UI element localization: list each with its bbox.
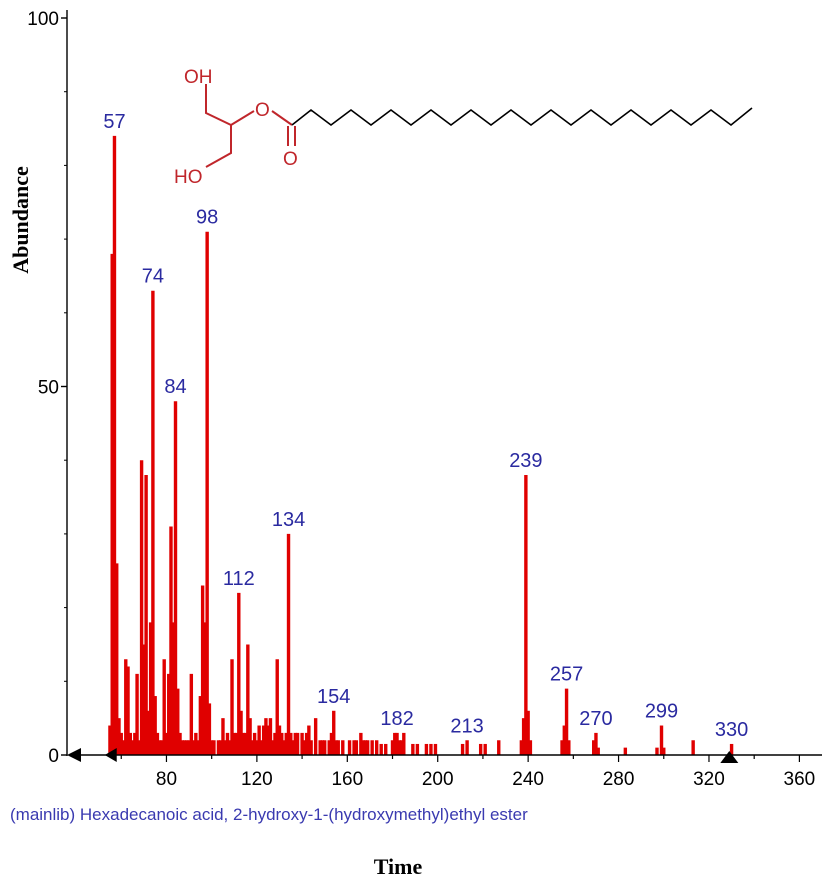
axes-layer: 0 50 100 80 120 160 200 240 280 320 360 — [27, 9, 822, 790]
peak-label: 112 — [223, 568, 255, 590]
x-tick-label: 200 — [422, 769, 454, 790]
peaks-layer — [108, 135, 734, 755]
y-tick-label: 50 — [38, 378, 59, 399]
labels-layer: 57 74 84 98 112 134 154 182 213 239 257 270 299 330 — [103, 111, 748, 741]
structure-carbonyl-oxygen: O — [283, 149, 298, 170]
x-tick-label: 120 — [241, 769, 273, 790]
structure-bond-ester — [230, 110, 255, 126]
peak-label: 182 — [380, 708, 413, 730]
structure-ester-oxygen: O — [255, 100, 270, 121]
y-axis-title: Abundance — [8, 166, 33, 274]
x-tick-label: 280 — [603, 769, 635, 790]
structure-ho-bottom: HO — [174, 167, 203, 188]
structure-bonds — [205, 84, 232, 168]
x-tick-label: 80 — [156, 769, 177, 790]
x-axis-start-arrow — [67, 748, 81, 762]
structure-bond-ester-carbon — [271, 110, 293, 126]
peak-label: 239 — [509, 450, 542, 472]
x-tick-label: 320 — [693, 769, 725, 790]
peak-label: 74 — [142, 266, 164, 288]
y-tick-label: 0 — [48, 746, 59, 767]
molecule-structure: OH O O HO — [174, 67, 753, 188]
x-tick-label: 360 — [784, 769, 816, 790]
x-axis-title: Time — [374, 854, 423, 879]
compound-caption: (mainlib) Hexadecanoic acid, 2-hydroxy-1… — [10, 805, 528, 824]
peak-label: 270 — [579, 708, 612, 730]
peak-label: 98 — [196, 207, 218, 229]
peak-label: 84 — [164, 376, 186, 398]
y-tick-label: 100 — [27, 9, 59, 30]
peak-label: 57 — [103, 111, 125, 133]
structure-alkyl-chain — [291, 107, 753, 127]
range-marker — [720, 751, 739, 763]
peak-label: 134 — [272, 509, 305, 531]
x-tick-label: 160 — [331, 769, 363, 790]
range-marker — [104, 748, 117, 762]
peak-label: 330 — [715, 719, 748, 741]
peak-label: 154 — [317, 686, 350, 708]
peak-label: 257 — [550, 664, 583, 686]
peak-label: 213 — [450, 715, 483, 737]
x-tick-label: 240 — [512, 769, 544, 790]
peak-label: 299 — [645, 701, 678, 723]
structure-oh-top: OH — [184, 67, 213, 88]
